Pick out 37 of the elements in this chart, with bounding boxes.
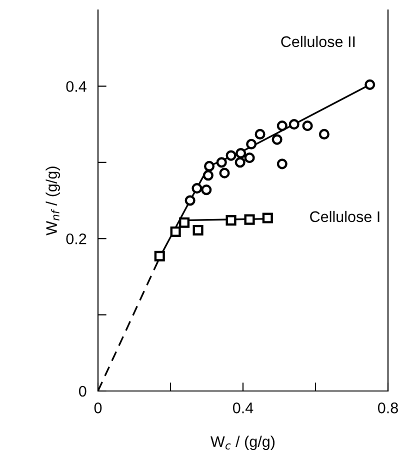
point (276, 158, 288, 170)
point (184, 195, 196, 206)
point (318, 128, 330, 140)
point (244, 214, 255, 225)
y-tick-label: 0.2 (66, 233, 86, 244)
x-tick-label: 0.4 (232, 402, 254, 414)
point (154, 250, 165, 262)
y-tick-label: 0.4 (66, 81, 86, 92)
point (234, 157, 246, 168)
point (236, 148, 246, 159)
x-tick-label: 0 (94, 402, 102, 414)
x-tick-label: 0.8 (378, 402, 398, 414)
point (244, 152, 255, 164)
point (302, 120, 313, 132)
point (254, 128, 266, 140)
point (179, 217, 190, 228)
point (216, 157, 227, 168)
y-axis-title: W$_{nf}$ / (g/g) (46, 166, 60, 236)
x-axis-title: W$_{c}$ / (g/g) (210, 436, 275, 450)
point (219, 168, 230, 178)
point (204, 160, 215, 172)
point (202, 170, 214, 181)
point (276, 120, 288, 132)
point (226, 150, 236, 161)
text: Cellulose I (310, 210, 380, 222)
text: Cellulose II (281, 36, 355, 48)
y-tick-label: 0 (78, 386, 86, 397)
point (192, 183, 202, 194)
point (288, 119, 300, 130)
point (192, 224, 204, 236)
point (364, 79, 376, 90)
point (201, 184, 212, 196)
point (272, 134, 282, 145)
point (262, 212, 273, 224)
point (226, 215, 236, 226)
point (170, 226, 181, 238)
point (246, 138, 257, 150)
